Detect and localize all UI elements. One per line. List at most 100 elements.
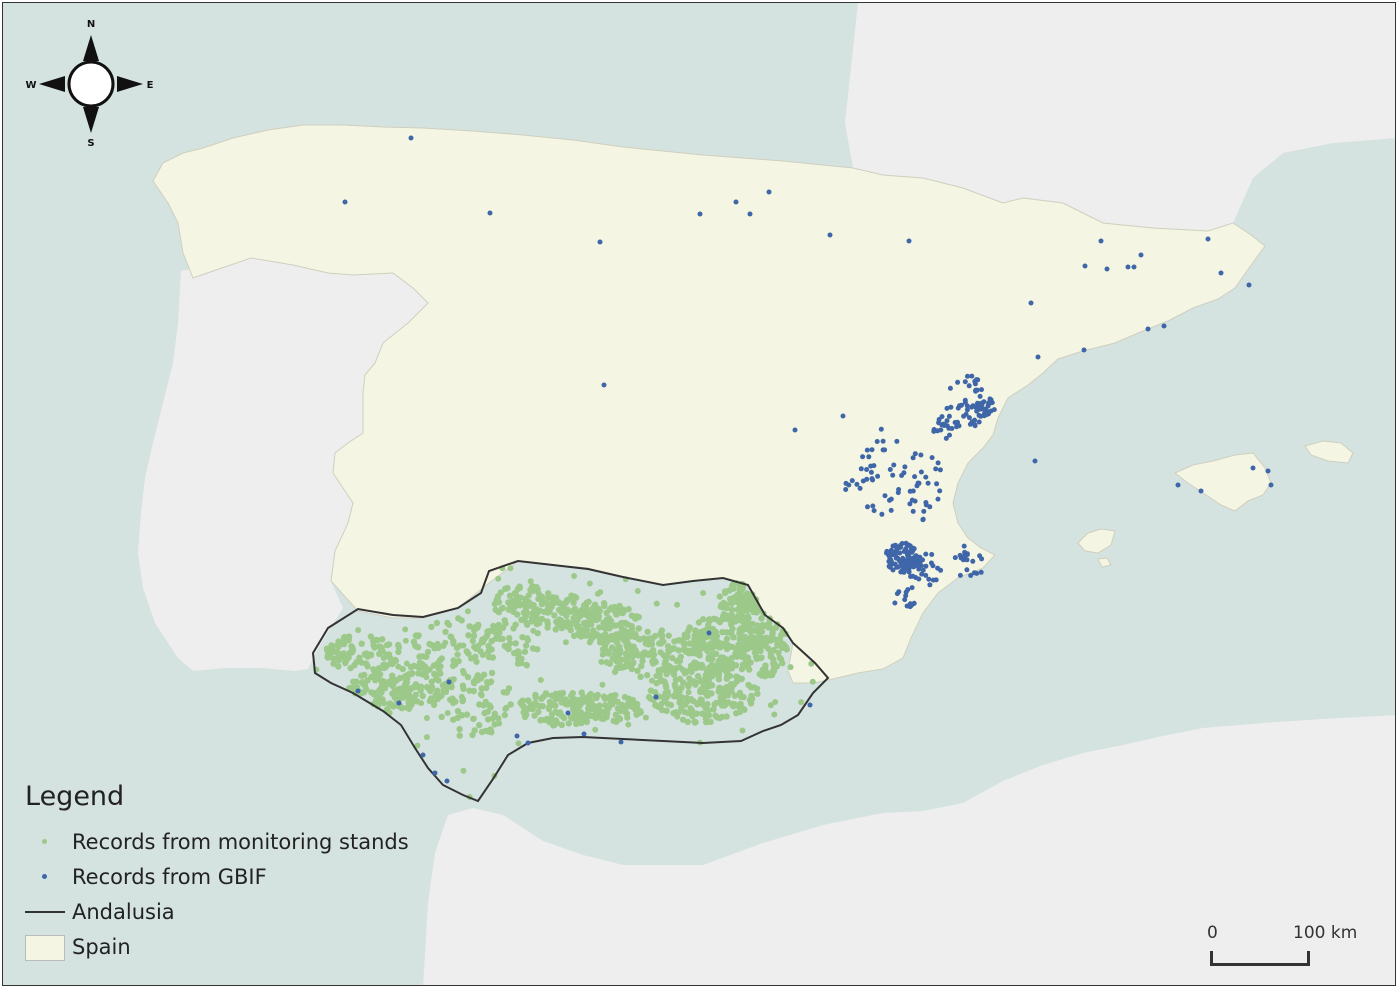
monitoring-record-point [637, 673, 644, 680]
gbif-record-point [961, 413, 967, 419]
monitoring-record-point [524, 635, 531, 642]
monitoring-record-point [463, 648, 470, 655]
monitoring-record-point [495, 609, 503, 616]
monitoring-record-point [710, 706, 717, 713]
gbif-record-point [988, 397, 994, 403]
monitoring-record-point [571, 573, 578, 579]
monitoring-record-point [416, 664, 423, 672]
monitoring-record-point [539, 703, 546, 710]
monitoring-record-point [608, 644, 616, 651]
monitoring-record-point [523, 619, 530, 626]
gbif-record-point [894, 438, 900, 444]
gbif-record-point [907, 488, 913, 494]
monitoring-record-point [740, 614, 748, 622]
monitoring-record-point [433, 619, 441, 627]
monitoring-record-point [438, 655, 445, 662]
monitoring-record-point [497, 636, 503, 643]
gbif-record-point [961, 543, 967, 549]
gbif-record-point [902, 597, 908, 603]
monitoring-record-point [405, 694, 412, 701]
gbif-record-point [947, 385, 953, 391]
spain-mainland [152, 124, 1266, 684]
monitoring-record-point [473, 658, 480, 665]
gbif-record-point [964, 557, 970, 563]
monitoring-record-point [370, 666, 377, 673]
monitoring-record-point [446, 622, 453, 628]
gbif-record-point [916, 576, 922, 582]
monitoring-record-point [402, 637, 409, 644]
monitoring-record-point [450, 700, 457, 707]
map-canvas[interactable] [3, 3, 1396, 986]
monitoring-record-point [522, 642, 530, 649]
gbif-record-point [936, 417, 942, 422]
gbif-record-point [432, 770, 438, 776]
monitoring-record-point [630, 643, 637, 650]
monitoring-record-point [442, 628, 449, 636]
gbif-record-point [973, 388, 979, 394]
monitoring-record-point [777, 656, 785, 663]
monitoring-record-point [634, 667, 641, 674]
monitoring-record-point [353, 678, 360, 685]
gbif-record-point [1161, 323, 1167, 329]
compass-label-n: N [87, 19, 95, 30]
monitoring-record-point [603, 616, 611, 623]
monitoring-record-point [414, 742, 421, 749]
monitoring-dot-icon [25, 830, 65, 854]
monitoring-record-point [386, 700, 393, 707]
monitoring-record-point [428, 678, 435, 685]
monitoring-record-point [754, 635, 761, 642]
gbif-record-point [920, 567, 926, 573]
monitoring-record-point [515, 740, 522, 747]
menorca-island [1304, 440, 1354, 464]
gbif-record-point [1145, 326, 1151, 332]
monitoring-record-point [592, 726, 599, 733]
monitoring-record-point [515, 651, 522, 658]
monitoring-record-point [427, 687, 434, 695]
monitoring-record-point [367, 652, 375, 659]
gbif-record-point [926, 576, 932, 582]
gbif-record-point [896, 487, 902, 492]
gbif-record-point [890, 567, 896, 573]
boundary-line-icon [25, 900, 65, 924]
monitoring-record-point [664, 700, 672, 708]
monitoring-record-point [705, 707, 712, 714]
monitoring-record-point [767, 672, 774, 679]
monitoring-record-point [390, 676, 397, 683]
monitoring-record-point [725, 699, 732, 706]
legend: Legend Records from monitoring stands Re… [25, 781, 445, 964]
monitoring-record-point [504, 584, 511, 592]
gbif-record-point [923, 563, 929, 569]
monitoring-record-point [722, 589, 729, 597]
monitoring-record-point [483, 633, 490, 640]
legend-item-gbif: Records from GBIF [25, 859, 445, 894]
monitoring-record-point [477, 648, 484, 655]
gbif-record-point [930, 577, 936, 583]
gbif-record-point [706, 630, 712, 636]
monitoring-record-point [525, 592, 532, 599]
monitoring-record-point [529, 583, 536, 590]
legend-item-monitoring: Records from monitoring stands [25, 824, 445, 859]
monitoring-record-point [475, 622, 482, 629]
monitoring-record-point [552, 690, 559, 698]
gbif-record-point [946, 413, 952, 419]
monitoring-record-point [627, 650, 634, 658]
gbif-record-point [888, 496, 894, 502]
monitoring-record-point [696, 652, 703, 659]
monitoring-record-point [754, 690, 761, 697]
monitoring-record-point [615, 644, 622, 651]
north-arrow-compass: N S E W [25, 19, 153, 149]
monitoring-record-point [678, 694, 685, 701]
monitoring-record-point [720, 641, 728, 648]
gbif-record-point [976, 419, 982, 425]
monitoring-record-point [525, 697, 532, 705]
monitoring-record-point [349, 644, 356, 652]
monitoring-record-point [629, 696, 637, 704]
monitoring-record-point [432, 691, 439, 699]
gbif-record-point [1138, 252, 1144, 258]
monitoring-record-point [612, 622, 619, 629]
gbif-record-point [920, 516, 926, 522]
monitoring-record-point [684, 710, 691, 717]
monitoring-record-point [757, 640, 764, 647]
gbif-record-point [921, 508, 927, 514]
monitoring-record-point [639, 650, 646, 658]
